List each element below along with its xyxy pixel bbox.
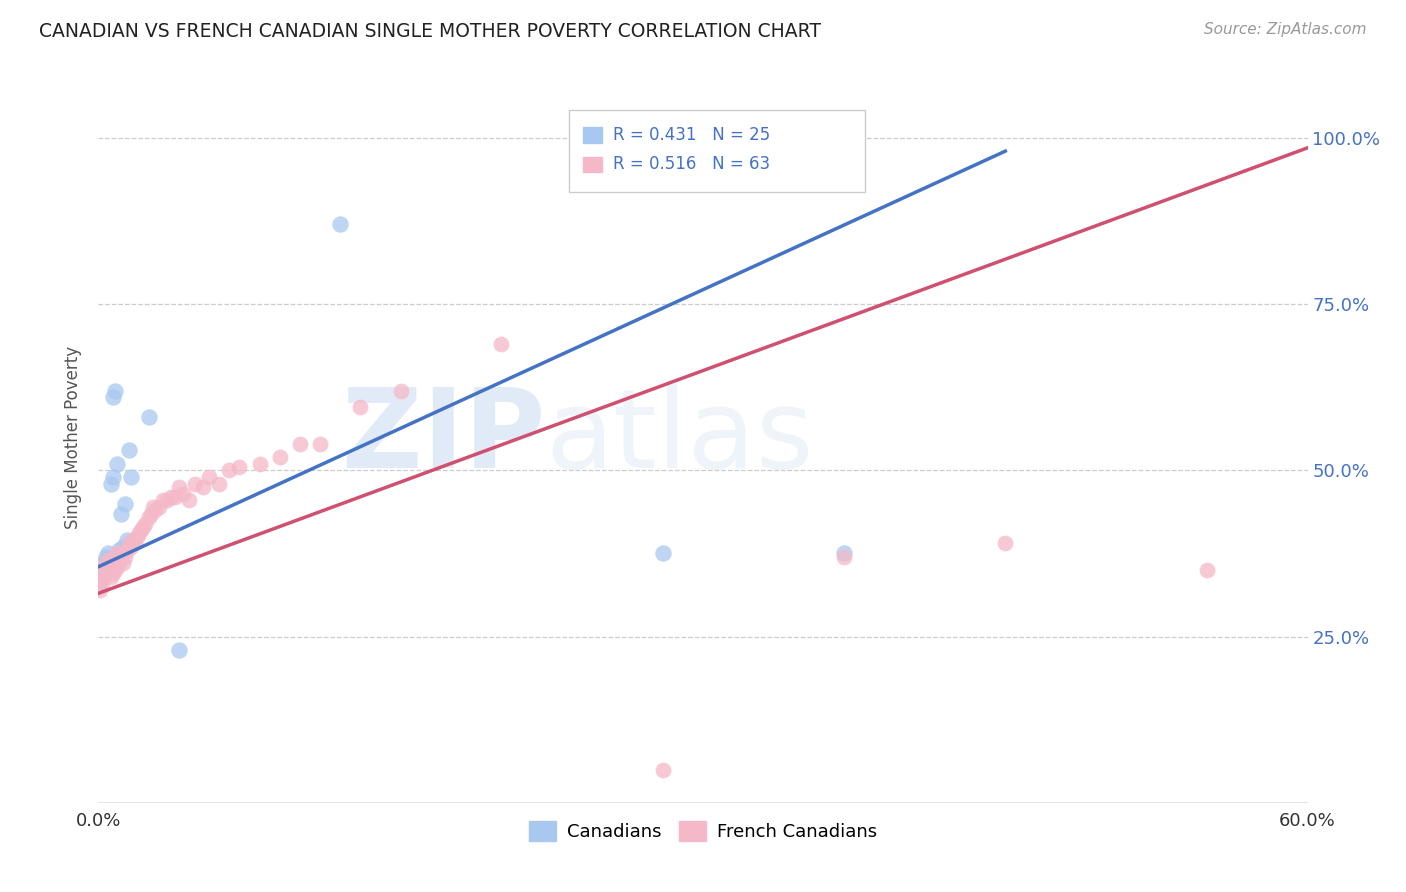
Point (115, 543, 138, 558)
Point (143, 503, 166, 517)
Point (107, 557, 129, 571)
Point (651, 763, 673, 777)
Text: CANADIAN VS FRENCH CANADIAN SINGLE MOTHER POVERTY CORRELATION CHART: CANADIAN VS FRENCH CANADIAN SINGLE MOTHE… (39, 22, 821, 41)
Point (491, 337, 513, 351)
Point (115, 533, 138, 548)
Point (132, 520, 155, 534)
Text: R = 0.431   N = 25: R = 0.431 N = 25 (613, 126, 770, 144)
Text: ZIP: ZIP (343, 384, 546, 491)
Point (139, 507, 162, 521)
Point (120, 540, 142, 554)
Point (163, 490, 186, 504)
Point (89, 582, 111, 597)
Point (118, 443, 141, 458)
Text: Source: ZipAtlas.com: Source: ZipAtlas.com (1204, 22, 1367, 37)
Point (138, 410, 160, 425)
Point (179, 493, 201, 508)
Point (129, 523, 152, 537)
Point (97, 563, 120, 577)
Point (249, 457, 271, 471)
Point (91, 576, 114, 591)
Point (121, 533, 143, 548)
Point (349, 400, 371, 414)
Point (105, 457, 128, 471)
Point (142, 500, 165, 514)
Point (89, 570, 111, 584)
Point (110, 507, 132, 521)
Point (91, 566, 114, 581)
Point (103, 549, 125, 564)
Point (111, 540, 134, 554)
Point (105, 546, 128, 560)
Point (994, 536, 1017, 550)
Point (651, 546, 673, 560)
Point (198, 470, 221, 484)
Point (101, 470, 124, 484)
Point (309, 436, 332, 450)
Point (91, 570, 114, 584)
Y-axis label: Single Mother Poverty: Single Mother Poverty (65, 345, 83, 529)
Point (389, 384, 412, 398)
Point (93, 570, 115, 584)
Point (110, 549, 132, 564)
Point (167, 643, 190, 657)
Point (91, 563, 114, 577)
Point (228, 460, 250, 475)
Point (152, 493, 174, 508)
Point (105, 559, 128, 574)
Point (93, 563, 115, 577)
Point (120, 470, 142, 484)
Point (329, 217, 352, 231)
Point (134, 516, 156, 531)
Text: atlas: atlas (546, 384, 814, 491)
Point (107, 543, 129, 558)
Point (148, 500, 170, 514)
Point (167, 480, 190, 494)
Point (193, 480, 215, 494)
Point (97, 546, 120, 560)
Point (832, 546, 855, 560)
Point (100, 570, 122, 584)
Point (114, 549, 136, 564)
Point (93, 559, 115, 574)
Point (97, 553, 120, 567)
Point (97, 553, 120, 567)
Point (1195, 563, 1218, 577)
Point (101, 390, 124, 404)
Point (114, 497, 136, 511)
Point (96, 549, 118, 564)
Point (118, 536, 141, 550)
Point (101, 553, 124, 567)
Legend: Canadians, French Canadians: Canadians, French Canadians (522, 814, 884, 848)
Point (89, 573, 111, 587)
Point (96, 566, 118, 581)
Point (160, 490, 183, 504)
Point (128, 526, 150, 541)
Point (208, 476, 231, 491)
Point (89, 576, 111, 591)
Point (138, 509, 160, 524)
Point (103, 563, 125, 577)
Point (125, 530, 148, 544)
Point (101, 566, 124, 581)
Point (93, 557, 115, 571)
Point (96, 559, 118, 574)
Point (288, 436, 311, 450)
Point (124, 536, 146, 550)
Point (832, 549, 855, 564)
Point (111, 557, 134, 571)
Point (156, 493, 179, 508)
Point (111, 546, 134, 560)
Point (269, 450, 291, 464)
Text: R = 0.516   N = 63: R = 0.516 N = 63 (613, 155, 770, 173)
Point (103, 384, 125, 398)
Point (96, 557, 118, 571)
Point (172, 486, 194, 500)
Point (218, 463, 240, 477)
Point (184, 476, 207, 491)
Point (100, 476, 122, 491)
Point (100, 557, 122, 571)
